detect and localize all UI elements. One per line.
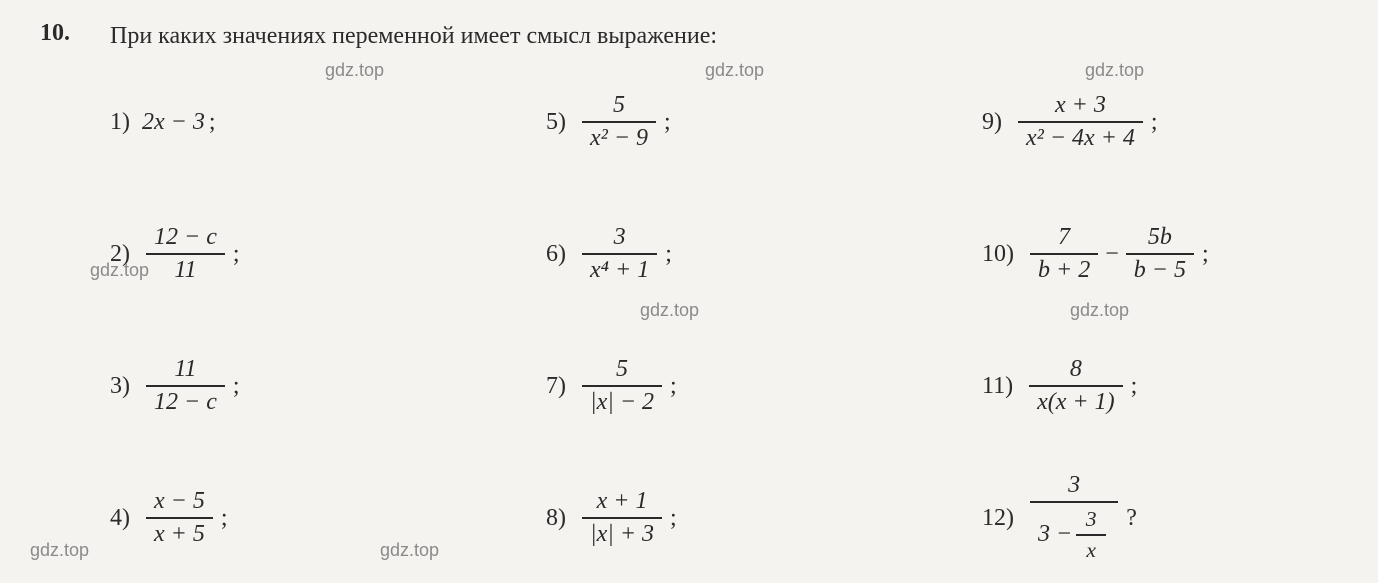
item-number: 9)	[982, 109, 1002, 136]
item-number: 3)	[110, 373, 130, 400]
item-number: 6)	[546, 241, 566, 268]
item-number: 8)	[546, 505, 566, 532]
item-10: 10) 7 b + 2 − 5b b − 5 ;	[982, 206, 1338, 303]
fraction: x − 5 x + 5	[146, 486, 213, 550]
expr-plain: 2x − 3 ;	[142, 109, 216, 136]
problem-number: 10.	[40, 20, 80, 47]
expr-fraction: 8 x(x + 1) ;	[1025, 354, 1137, 418]
expr-diff: 7 b + 2 − 5b b − 5 ;	[1026, 222, 1209, 286]
fraction: x + 3 x² − 4x + 4	[1018, 90, 1143, 154]
item-11: 11) 8 x(x + 1) ;	[982, 338, 1338, 435]
expr-fraction: x + 1 |x| + 3 ;	[578, 486, 677, 550]
item-2: 2) 12 − c 11 ;	[110, 206, 466, 303]
fraction-right: 5b b − 5	[1126, 222, 1194, 286]
problem-container: 10. При каких значениях переменной имеет…	[40, 20, 1338, 567]
expr-fraction: 5 |x| − 2 ;	[578, 354, 677, 418]
item-number: 7)	[546, 373, 566, 400]
item-12: 12) 3 3 − 3 x ?	[982, 470, 1338, 567]
item-9: 9) x + 3 x² − 4x + 4 ;	[982, 74, 1338, 171]
fraction-inner: 3 x	[1076, 505, 1106, 565]
item-3: 3) 11 12 − c ;	[110, 338, 466, 435]
item-number: 2)	[110, 241, 130, 268]
fraction: x + 1 |x| + 3	[582, 486, 662, 550]
minus-sign: −	[1105, 241, 1119, 268]
item-1: 1) 2x − 3 ;	[110, 74, 466, 171]
fraction: 12 − c 11	[146, 222, 225, 286]
item-7: 7) 5 |x| − 2 ;	[546, 338, 902, 435]
item-4: 4) x − 5 x + 5 ;	[110, 470, 466, 567]
fraction: 5 x² − 9	[582, 90, 656, 154]
fraction: 5 |x| − 2	[582, 354, 662, 418]
items-grid: 1) 2x − 3 ; 2) 12 − c 11 ;	[110, 74, 1338, 567]
fraction-left: 7 b + 2	[1030, 222, 1098, 286]
expr-fraction: 11 12 − c ;	[142, 354, 240, 418]
item-number: 11)	[982, 373, 1013, 400]
fraction-outer: 3 3 − 3 x	[1030, 470, 1118, 567]
expr-fraction: 5 x² − 9 ;	[578, 90, 671, 154]
item-number: 5)	[546, 109, 566, 136]
item-number: 1)	[110, 109, 130, 136]
problem-content: При каких значениях переменной имеет смы…	[110, 20, 1338, 567]
expr-fraction: 12 − c 11 ;	[142, 222, 240, 286]
expr-fraction: 3 x⁴ + 1 ;	[578, 222, 672, 286]
fraction: 11 12 − c	[146, 354, 225, 418]
item-5: 5) 5 x² − 9 ;	[546, 74, 902, 171]
item-8: 8) x + 1 |x| + 3 ;	[546, 470, 902, 567]
item-number: 12)	[982, 505, 1014, 532]
fraction: 3 x⁴ + 1	[582, 222, 657, 286]
expr-fraction: x − 5 x + 5 ;	[142, 486, 228, 550]
item-number: 10)	[982, 241, 1014, 268]
expr-nested: 3 3 − 3 x ?	[1026, 470, 1137, 567]
expr-fraction: x + 3 x² − 4x + 4 ;	[1014, 90, 1158, 154]
fraction: 8 x(x + 1)	[1029, 354, 1122, 418]
item-number: 4)	[110, 505, 130, 532]
item-6: 6) 3 x⁴ + 1 ;	[546, 206, 902, 303]
problem-text: При каких значениях переменной имеет смы…	[110, 20, 1338, 54]
